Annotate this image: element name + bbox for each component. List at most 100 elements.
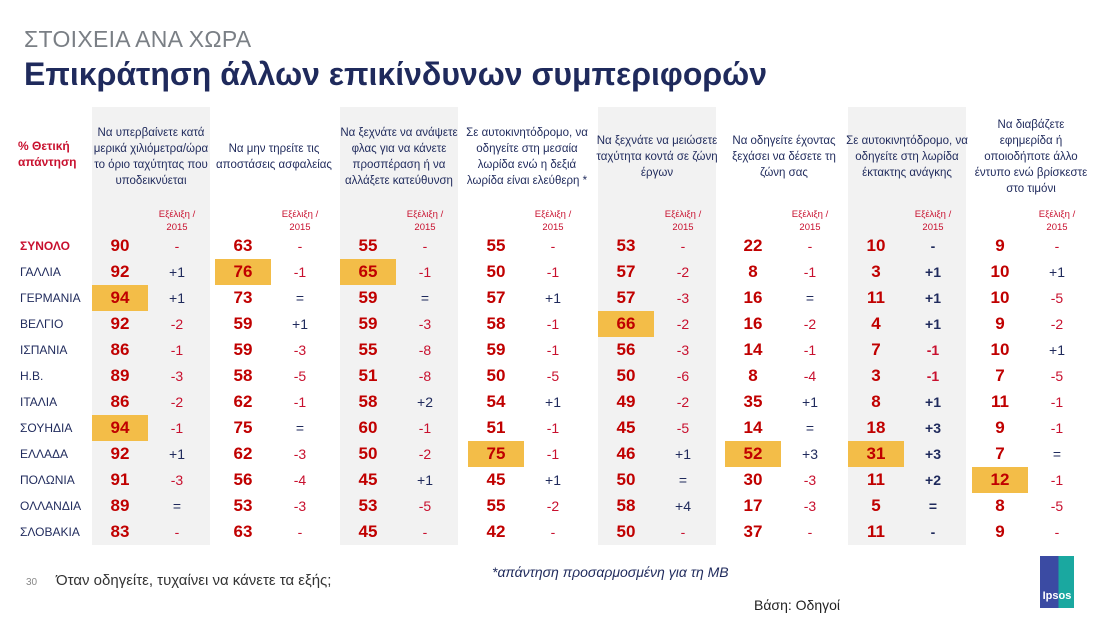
change-cell: +3 — [802, 446, 818, 462]
change-cell: -3 — [170, 472, 184, 488]
change-cell: -2 — [676, 394, 690, 410]
value-cell: 50 — [486, 366, 506, 385]
value-cell: 65 — [340, 259, 396, 285]
change-cell: -3 — [418, 316, 432, 332]
value-cell: 3 — [871, 262, 881, 281]
value-cell: 9 — [995, 236, 1005, 255]
change-cell: -3 — [676, 290, 690, 306]
change-cell: +3 — [925, 446, 941, 462]
change-cell: +1 — [417, 472, 433, 488]
value-cell: 59 — [486, 340, 506, 359]
value-cell: 50 — [358, 444, 378, 463]
column-band — [848, 107, 966, 545]
change-cell: = — [805, 420, 815, 436]
change-cell: -8 — [418, 368, 432, 384]
change-cell: -1 — [926, 368, 940, 384]
value-cell: 45 — [616, 418, 636, 437]
change-cell: = — [420, 290, 430, 306]
question-text: Να υπερβαίνετε κατά μερικά χιλιόμετρα/ώρ… — [93, 127, 209, 187]
change-cell: - — [1054, 238, 1060, 254]
question-text: Σε αυτοκινητόδρομο, να οδηγείτε στη λωρί… — [846, 135, 968, 179]
value-cell: 14 — [743, 418, 763, 437]
change-cell: +1 — [925, 316, 941, 332]
value-cell: 16 — [743, 288, 763, 307]
change-cell: = — [295, 290, 305, 306]
value-cell: 58 — [233, 366, 253, 385]
value-cell: 89 — [110, 366, 130, 385]
footnote: *απάντηση προσαρμοσμένη για τη ΜΒ — [492, 564, 729, 580]
change-cell: -3 — [803, 498, 817, 514]
value-cell: 51 — [358, 366, 378, 385]
question-header: Να μην τηρείτε τις αποστάσεις ασφαλείας — [213, 108, 335, 206]
value-cell: 53 — [616, 236, 636, 255]
row-label-header: % Θετική απάντηση — [18, 139, 77, 169]
question-text: Σε αυτοκινητόδρομο, να οδηγείτε στη μεσα… — [466, 127, 588, 187]
value-cell: 3 — [871, 366, 881, 385]
value-cell: 86 — [110, 392, 130, 411]
value-cell: 75 — [233, 418, 253, 437]
logo-text: Ipsos — [1042, 590, 1072, 602]
change-cell: -1 — [1050, 394, 1064, 410]
change-cell: -2 — [1050, 316, 1064, 332]
change-cell: -2 — [546, 498, 560, 514]
value-cell: 7 — [995, 444, 1005, 463]
value-cell: 11 — [991, 392, 1009, 411]
value-cell: 35 — [743, 392, 763, 411]
value-cell: 45 — [358, 522, 378, 541]
question-text: Να ξεχνάτε να μειώσετε ταχύτητα κοντά σε… — [596, 135, 718, 179]
ipsos-logo: Ipsos — [1040, 556, 1074, 608]
value-cell: 92 — [110, 262, 130, 281]
value-cell: 18 — [866, 418, 886, 437]
value-cell: 31 — [848, 441, 904, 467]
change-cell: - — [680, 238, 686, 254]
value-cell: 42 — [486, 522, 506, 541]
change-cell: = — [928, 498, 938, 514]
value-cell: 7 — [995, 366, 1005, 385]
value-cell: 50 — [616, 366, 636, 385]
change-cell: -3 — [293, 498, 307, 514]
question-header: Σε αυτοκινητόδρομο, να οδηγείτε στη λωρί… — [846, 108, 968, 206]
value-cell: 49 — [616, 392, 636, 411]
value-cell: 4 — [871, 314, 881, 333]
change-cell: +1 — [802, 394, 818, 410]
change-cell: -3 — [676, 342, 690, 358]
change-cell: +3 — [925, 420, 941, 436]
change-header: Εξέλιξη / 2015 — [791, 209, 829, 233]
value-cell: 11 — [867, 288, 885, 307]
value-cell: 12 — [972, 467, 1028, 493]
change-cell: -1 — [418, 420, 432, 436]
change-cell: -3 — [293, 342, 307, 358]
change-cell: - — [550, 524, 556, 540]
change-cell: +1 — [925, 394, 941, 410]
value-cell: 56 — [616, 340, 636, 359]
change-cell: -1 — [1050, 472, 1064, 488]
value-cell: 90 — [110, 236, 130, 255]
value-cell: 9 — [995, 522, 1005, 541]
change-cell: +4 — [675, 498, 691, 514]
change-cell: -2 — [676, 316, 690, 332]
change-cell: - — [174, 238, 180, 254]
country-label: ΙΣΠΑΝΙΑ — [20, 343, 68, 357]
change-cell: +1 — [675, 446, 691, 462]
value-cell: 58 — [358, 392, 378, 411]
change-cell: - — [807, 238, 813, 254]
value-cell: 14 — [743, 340, 763, 359]
country-label: ΕΛΛΑΔΑ — [20, 447, 69, 461]
change-cell: -2 — [803, 316, 817, 332]
value-cell: 86 — [110, 340, 130, 359]
change-cell: - — [807, 524, 813, 540]
change-cell: +1 — [545, 472, 561, 488]
change-cell: +1 — [169, 264, 185, 280]
change-cell: - — [550, 238, 556, 254]
change-cell: = — [295, 420, 305, 436]
value-cell: 63 — [233, 522, 253, 541]
change-header: Εξέλιξη / 2015 — [914, 209, 952, 233]
column-band — [340, 107, 458, 545]
change-cell: -8 — [418, 342, 432, 358]
change-cell: - — [422, 524, 428, 540]
value-cell: 22 — [743, 236, 763, 255]
value-cell: 92 — [110, 444, 130, 463]
value-cell: 50 — [616, 470, 636, 489]
value-cell: 37 — [743, 522, 763, 541]
